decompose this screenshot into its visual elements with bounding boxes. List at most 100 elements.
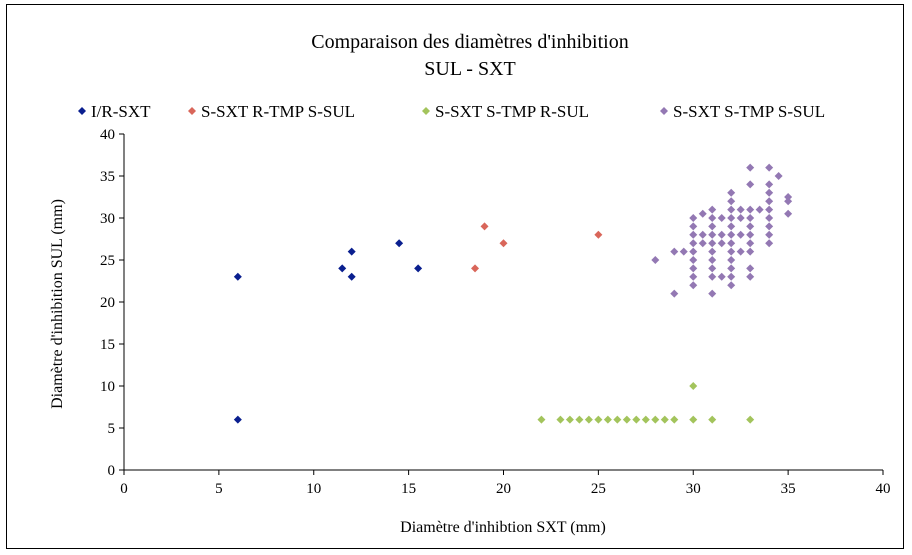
y-tick-label: 5 [108,421,116,437]
data-point [746,264,755,273]
data-point [708,272,717,281]
legend-label: S-SXT S-TMP S-SUL [673,102,825,121]
x-tick-label: 5 [215,481,223,497]
data-point [727,272,736,281]
y-tick-label: 25 [100,253,115,269]
data-point [717,214,726,222]
data-point [603,415,612,424]
data-point [395,239,404,248]
x-tick-label: 20 [496,481,511,497]
data-point [689,272,698,281]
data-point [727,264,736,273]
legend-label: S-SXT S-TMP R-SUL [435,102,589,121]
data-point [537,415,546,424]
data-point [746,180,755,189]
data-point [594,230,603,239]
data-point [651,415,660,424]
legend-item: S-SXT S-TMP R-SUL [422,102,589,121]
data-point [575,415,584,424]
data-point [717,230,726,239]
data-point [698,230,707,239]
data-point [641,415,650,424]
legend-marker [422,107,430,115]
data-point [499,239,508,248]
data-point [765,188,774,197]
data-point [233,415,242,424]
chart-subtitle: SUL - SXT [424,58,515,80]
y-tick-label: 0 [108,463,116,479]
data-point [765,239,774,248]
y-tick-label: 35 [100,169,115,185]
data-points [233,163,793,424]
legend-marker [660,107,668,115]
legend-item: S-SXT S-TMP S-SUL [660,102,825,121]
x-tick-label: 25 [591,481,606,497]
data-point [746,205,755,214]
data-point [670,289,679,298]
y-tick-label: 30 [100,211,115,227]
data-point [727,205,736,214]
x-tick-label: 40 [876,481,891,497]
data-point [480,222,489,231]
chart-title: Comparaison des diamètres d'inhibition [311,31,628,53]
data-point [708,415,717,424]
series-4 [651,163,793,298]
y-tick-label: 15 [100,337,115,353]
data-point [689,281,698,290]
data-point [746,247,755,256]
series-2 [471,222,603,273]
data-point [717,272,726,281]
data-point [746,222,755,231]
data-point [746,230,755,239]
data-point [727,247,736,256]
data-point [727,222,736,231]
data-point [755,205,764,214]
data-point [414,264,423,273]
data-point [689,382,698,390]
data-point [233,272,242,281]
x-axis-label: Diamètre d'inhibtion SXT (mm) [400,519,606,536]
data-point [689,230,698,239]
data-point [632,415,641,424]
legend-label: S-SXT R-TMP S-SUL [201,102,355,121]
y-axis-label: Diamètre d'inhibition SUL (mm) [49,199,66,409]
data-point [670,415,679,424]
data-point [746,272,755,281]
data-point [698,209,707,218]
legend-marker [188,107,196,115]
series-3 [537,382,755,424]
data-point [746,239,755,248]
data-point [736,230,745,239]
data-point [727,281,736,290]
data-point [708,264,717,273]
x-tick-label: 30 [686,481,701,497]
data-point [651,256,660,264]
data-point [689,256,698,264]
data-point [765,230,774,239]
data-point [622,415,631,424]
data-point [765,214,774,222]
data-point [708,256,717,264]
data-point [708,239,717,248]
data-point [347,247,356,256]
data-point [584,415,593,424]
legend-item: S-SXT R-TMP S-SUL [188,102,355,121]
data-point [708,222,717,231]
data-point [727,230,736,239]
legend-marker [78,107,86,115]
data-point [784,197,793,206]
y-tick-label: 40 [100,127,115,143]
data-point [347,272,356,281]
data-point [594,415,603,424]
data-point [736,214,745,222]
data-point [727,197,736,206]
legend-label: I/R-SXT [91,102,151,121]
data-point [689,222,698,231]
data-point [689,214,698,222]
data-point [556,415,565,424]
data-point [784,193,793,201]
data-point [689,264,698,273]
data-point [698,239,707,248]
y-tick-label: 10 [100,379,115,395]
data-point [565,415,574,424]
